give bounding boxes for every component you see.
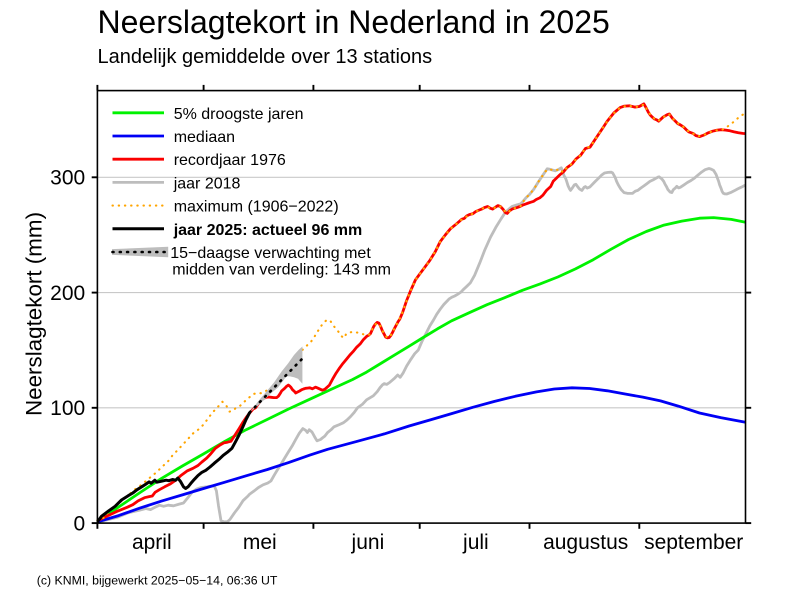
svg-text:recordjaar 1976: recordjaar 1976 (174, 152, 286, 169)
svg-text:juni: juni (351, 531, 385, 554)
svg-text:300: 300 (50, 167, 85, 190)
svg-text:Neerslagtekort in Nederland in: Neerslagtekort in Nederland in 2025 (98, 4, 610, 40)
svg-text:Neerslagtekort (mm): Neerslagtekort (mm) (22, 212, 47, 416)
svg-text:juli: juli (462, 531, 489, 554)
svg-text:100: 100 (50, 397, 85, 420)
svg-text:mediaan: mediaan (174, 129, 235, 146)
svg-text:mei: mei (243, 531, 277, 554)
svg-text:0: 0 (74, 513, 86, 536)
svg-text:15−daagse verwachting met: 15−daagse verwachting met (170, 245, 371, 262)
svg-text:200: 200 (50, 282, 85, 305)
svg-text:Landelijk gemiddelde over 13 s: Landelijk gemiddelde over 13 stations (98, 46, 433, 68)
svg-text:maximum (1906−2022): maximum (1906−2022) (174, 199, 339, 216)
svg-text:(c) KNMI, bijgewerkt 2025−05−1: (c) KNMI, bijgewerkt 2025−05−14, 06:36 U… (37, 574, 278, 588)
svg-text:april: april (132, 531, 172, 554)
svg-text:jaar 2018: jaar 2018 (173, 175, 241, 192)
svg-text:jaar 2025: actueel 96 mm: jaar 2025: actueel 96 mm (173, 222, 363, 239)
svg-text:augustus: augustus (543, 531, 628, 554)
svg-text:september: september (644, 531, 743, 554)
svg-text:midden van verdeling: 143 mm: midden van verdeling: 143 mm (172, 262, 391, 279)
svg-text:5% droogste jaren: 5% droogste jaren (174, 106, 304, 123)
